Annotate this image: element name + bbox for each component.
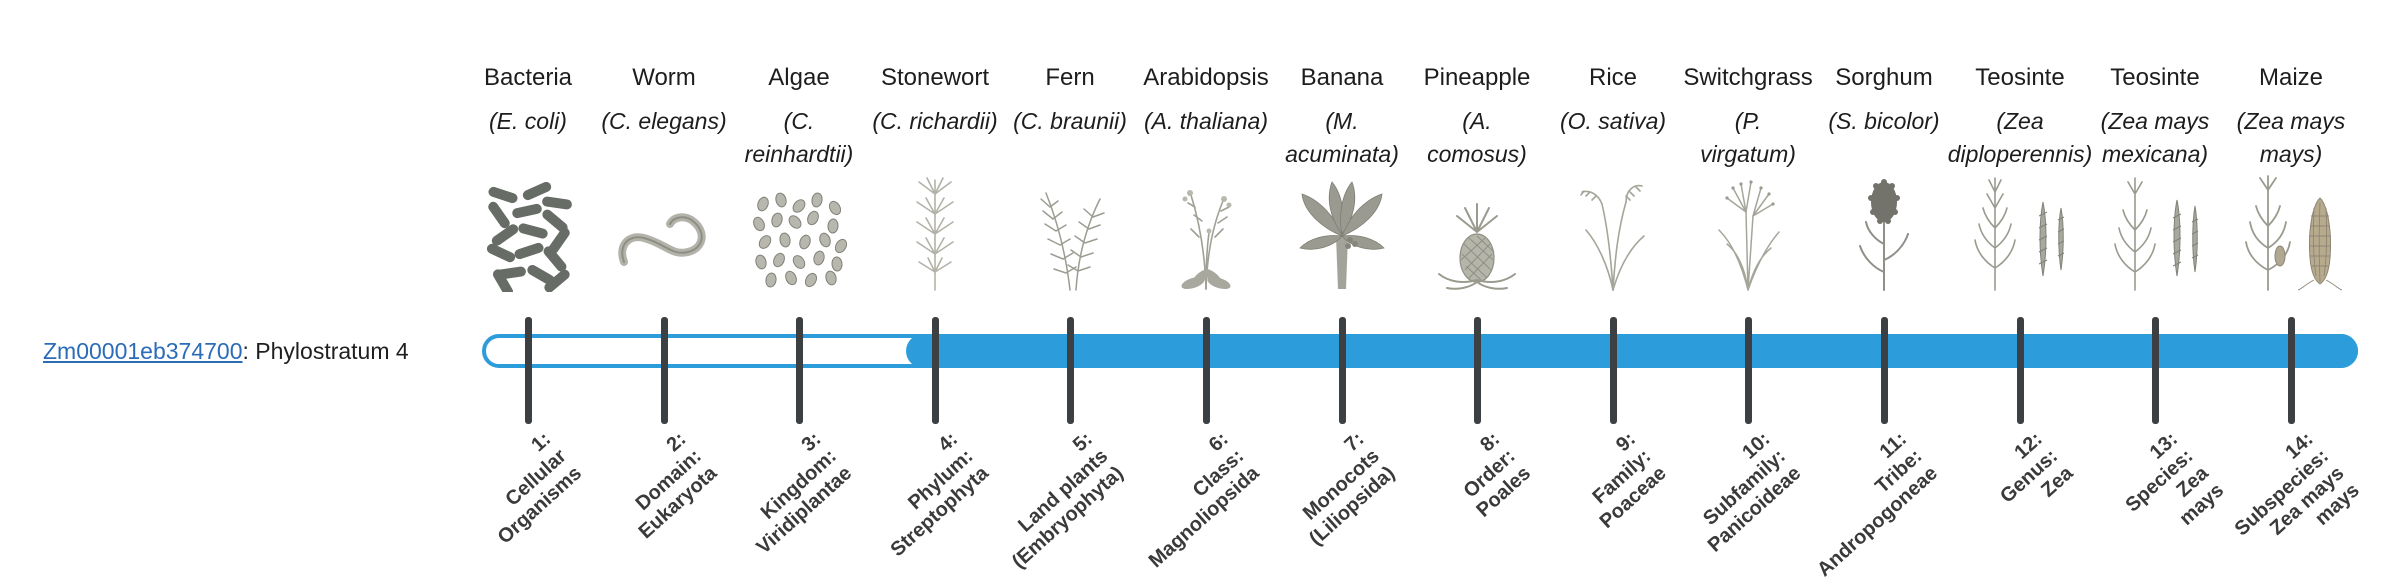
teosinte-mexicana-illustration [2080, 170, 2230, 292]
algae-illustration [724, 170, 874, 292]
phylostratum-label-text: 12: Genus: Zea [1996, 428, 2078, 508]
phylostratum-tick [1473, 317, 1481, 424]
phylostratum-tick [660, 317, 668, 424]
phylostratum-label-text: 3: Kingdom: Viridiplantae [752, 428, 857, 559]
gene-link[interactable]: Zm00001eb374700 [43, 338, 243, 364]
organism-scientific-name: (C. reinhardtii) [744, 108, 854, 167]
organism-name: Sorghum [1835, 64, 1933, 91]
organism-scientific-name: (A. comosus) [1427, 108, 1527, 167]
phylostratum-tick [795, 317, 803, 424]
phylostratum-tick [1880, 317, 1888, 424]
phylostratum-tick [931, 317, 939, 424]
phylostratum-label-text: 6: Class: Magnoliopsida [1144, 428, 1264, 573]
organism-scientific-name: (Zea diploperennis) [1947, 108, 2093, 167]
fern-illustration [995, 170, 1145, 292]
organism-scientific-name: (Zea mays mays) [2236, 108, 2346, 167]
phylostratum-tick [1338, 317, 1346, 424]
organism-scientific-name: (A. thaliana) [1143, 108, 1268, 134]
phylostratum-tick [2151, 317, 2159, 424]
organism-scientific-name: (O. sativa) [1559, 108, 1667, 134]
organism-name: Bacteria [483, 64, 573, 91]
phylostratum-tick [2016, 317, 2024, 424]
phylostratum-label-text: 1: Cellular Organisms [493, 428, 586, 549]
organism-name: Switchgrass [1683, 64, 1813, 91]
phylostratum-tick [1202, 317, 1210, 424]
phylostratum-label-text: 10: Subfamily: Panicoideae [1699, 428, 1806, 557]
phylostratum-tick [2287, 317, 2295, 424]
organism-scientific-name: (E. coli) [489, 108, 567, 134]
organism-scientific-name: (C. braunii) [1013, 108, 1127, 134]
rice-illustration [1538, 170, 1688, 292]
phylostratum-label-text: 14: Subspecies: Zea mays mays [2230, 428, 2364, 541]
phylostratum-label-text: 4: Phylum: Streptophyta [886, 428, 993, 562]
phylostratum-label-text: 2: Domain: Eukaryota [631, 428, 722, 544]
organism-name: Algae [768, 64, 830, 91]
arabidopsis-illustration [1131, 170, 1281, 292]
phylostratum-label-text: 9: Family: Poaceae [1588, 428, 1671, 533]
organism-name: Worm [632, 64, 696, 91]
worm-illustration [589, 170, 739, 292]
phylostratum-label-text: 8: Order: Poales [1458, 428, 1535, 522]
organism-scientific-name: (C. richardii) [872, 108, 998, 134]
organism-scientific-name: (S. bicolor) [1828, 108, 1940, 134]
organism-name: Fern [1045, 64, 1095, 91]
organism-name: Maize [2258, 64, 2324, 91]
organism-name: Pineapple [1423, 64, 1531, 91]
organism-name: Teosinte [1975, 64, 2065, 91]
organism-name: Banana [1300, 64, 1384, 91]
maize-illustration [2216, 170, 2366, 292]
organism-name: Arabidopsis [1143, 64, 1269, 91]
teosinte-diploperennis-illustration [1945, 170, 2095, 292]
organism-scientific-name: (M. acuminata) [1285, 108, 1399, 167]
organism-name: Rice [1588, 64, 1637, 91]
phylostratum-tick [524, 317, 532, 424]
organism-name: Teosinte [2110, 64, 2200, 91]
phylostratum-tick [1609, 317, 1617, 424]
gene-phylostratum-text: : Phylostratum 4 [242, 338, 409, 364]
organism-name: Stonewort [880, 64, 990, 91]
phylostratum-label-text: 5: Land plants (Embryophyta) [1007, 428, 1128, 573]
phylostratum-label-text: 11: Tribe: Andropogoneae [1812, 428, 1942, 580]
organism-scientific-name: (P. virgatum) [1700, 108, 1796, 167]
phylostratum-tick [1066, 317, 1074, 424]
bacteria-illustration [453, 170, 603, 292]
organism-scientific-name: (Zea mays mexicana) [2100, 108, 2210, 167]
phylostratum-tick [1744, 317, 1752, 424]
banana-illustration [1267, 170, 1417, 292]
pineapple-illustration [1402, 170, 1552, 292]
phylostratum-label-text: 13: Species: Zea mays [2121, 428, 2228, 530]
switchgrass-illustration [1673, 170, 1823, 292]
gene-label: Zm00001eb374700: Phylostratum 4 [43, 338, 409, 365]
stonewort-illustration [860, 170, 1010, 292]
timeline-fill [906, 334, 2358, 368]
phylostratum-label-text: 7: Monocots (Liliopsida) [1299, 428, 1400, 550]
sorghum-illustration [1809, 170, 1959, 292]
organism-scientific-name: (C. elegans) [601, 108, 727, 134]
